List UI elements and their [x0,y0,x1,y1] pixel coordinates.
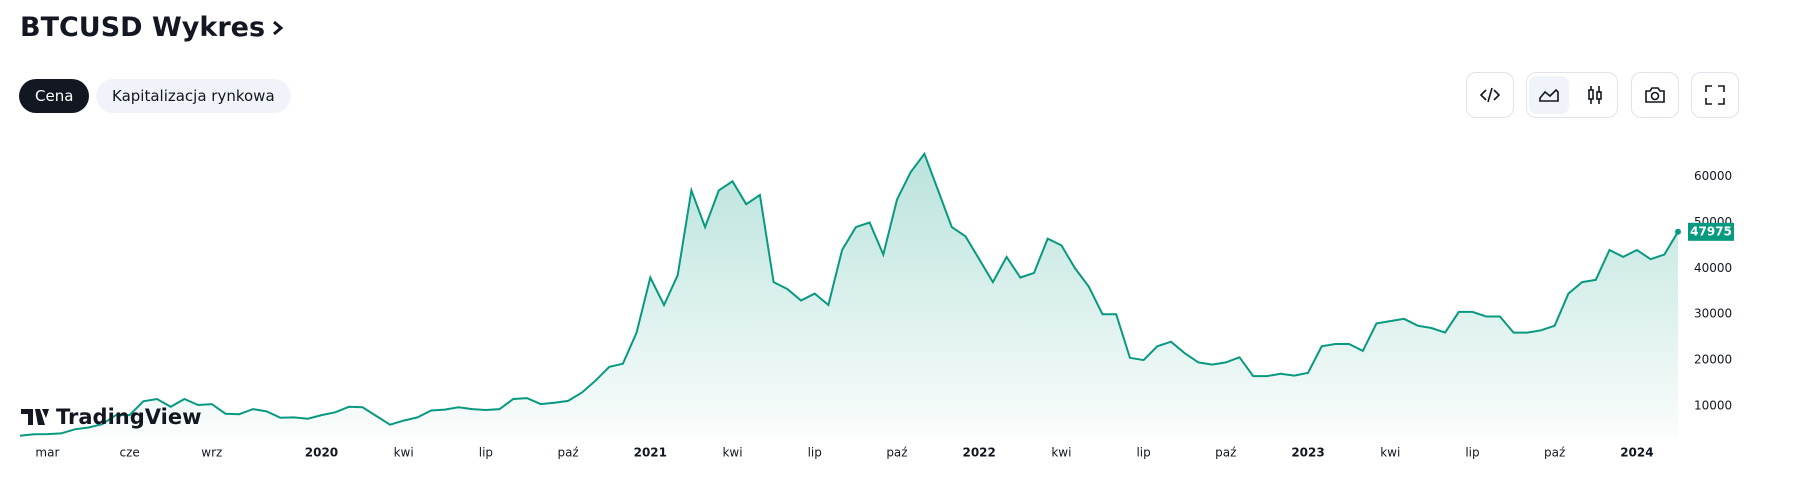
x-tick-label: paź [1215,446,1236,460]
x-tick-label: kwi [722,446,742,460]
tab[interactable]: Kapitalizacja rynkowa [96,79,291,113]
chart-style-group [1526,72,1618,118]
last-price-label: 47975 [1690,224,1732,238]
price-line [19,151,1679,437]
icon [1705,85,1725,105]
watermark-text: TradingView [56,405,201,429]
icon [1588,86,1602,104]
icon [1539,88,1559,102]
x-tick-label: kwi [1051,446,1071,460]
y-tick-label: 40000 [1694,261,1732,275]
x-tick-label: 2022 [962,446,995,460]
title-text: BTCUSD Wykres [20,12,266,43]
x-tick-label: paź [1544,446,1565,460]
x-tick-label: paź [886,446,907,460]
area-button[interactable] [1529,76,1569,114]
x-tick-label: 2023 [1291,446,1324,460]
icon [1479,87,1501,103]
y-tick-label: 20000 [1694,353,1732,367]
x-tick-label: lip [1136,446,1150,460]
x-tick-label: paź [557,446,578,460]
snapshot-button[interactable] [1631,72,1679,118]
chevron [273,20,284,35]
x-tick-label: 2024 [1620,446,1653,460]
y-tick-label: 60000 [1694,169,1732,183]
embed-button[interactable] [1466,72,1514,118]
x-tick-label: mar [35,446,59,460]
last-point [1675,228,1681,235]
tab-active[interactable]: Cena [19,79,90,113]
x-tick-label: 2020 [305,446,338,460]
x-tick-label: lip [479,446,493,460]
icon [1645,87,1665,103]
last-price-tag [1688,222,1734,241]
x-tick-label: kwi [1380,446,1400,460]
y-tick-label: 30000 [1694,307,1732,321]
x-tick-label: cze [119,446,139,460]
fullscreen-button[interactable] [1691,72,1739,118]
x-tick-label: kwi [394,446,414,460]
y-tick-label: 10000 [1694,398,1732,412]
area-fill [20,153,1678,439]
watermark: TradingView [21,405,201,429]
x-tick-label: wrz [201,446,222,460]
x-tick-label: lip [808,446,822,460]
x-tick-label: lip [1465,446,1479,460]
x-tick-label: 2021 [634,446,667,460]
title[interactable]: BTCUSD Wykres [20,12,285,43]
candle-button[interactable] [1575,76,1615,114]
